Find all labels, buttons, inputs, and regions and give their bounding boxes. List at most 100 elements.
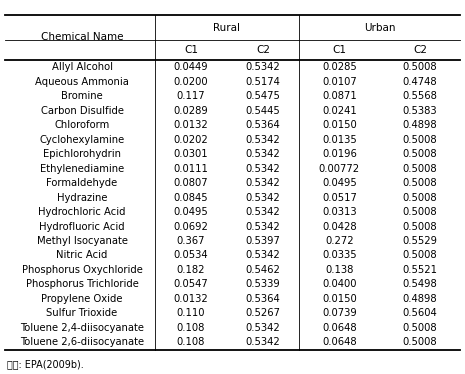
Text: 0.0150: 0.0150 bbox=[322, 294, 357, 304]
Text: 0.0111: 0.0111 bbox=[173, 163, 208, 174]
Text: 0.0196: 0.0196 bbox=[322, 149, 357, 159]
Text: Phosphorus Oxychloride: Phosphorus Oxychloride bbox=[22, 265, 142, 275]
Text: 0.5008: 0.5008 bbox=[403, 178, 437, 188]
Text: 0.0200: 0.0200 bbox=[173, 77, 208, 86]
Text: 0.5342: 0.5342 bbox=[246, 178, 280, 188]
Text: 0.5008: 0.5008 bbox=[403, 207, 437, 217]
Text: C2: C2 bbox=[413, 45, 427, 55]
Text: 0.0648: 0.0648 bbox=[322, 337, 357, 347]
Text: 0.117: 0.117 bbox=[177, 91, 205, 101]
Text: Cyclohexylamine: Cyclohexylamine bbox=[40, 135, 125, 144]
Text: 0.5008: 0.5008 bbox=[403, 135, 437, 144]
Text: 0.5008: 0.5008 bbox=[403, 163, 437, 174]
Text: 0.0335: 0.0335 bbox=[322, 251, 357, 260]
Text: 0.5342: 0.5342 bbox=[246, 323, 280, 333]
Text: 0.5342: 0.5342 bbox=[246, 207, 280, 217]
Text: 0.5342: 0.5342 bbox=[246, 193, 280, 202]
Text: 0.5174: 0.5174 bbox=[246, 77, 280, 86]
Text: 0.5397: 0.5397 bbox=[246, 236, 280, 246]
Text: Chemical Name: Chemical Name bbox=[41, 33, 123, 42]
Text: 0.4898: 0.4898 bbox=[403, 294, 437, 304]
Text: 0.0495: 0.0495 bbox=[322, 178, 357, 188]
Text: 0.5498: 0.5498 bbox=[403, 279, 438, 289]
Text: 0.138: 0.138 bbox=[325, 265, 353, 275]
Text: 0.5604: 0.5604 bbox=[403, 309, 438, 318]
Text: 0.0107: 0.0107 bbox=[322, 77, 357, 86]
Text: 0.0449: 0.0449 bbox=[173, 62, 208, 72]
Text: Ethylenediamine: Ethylenediamine bbox=[40, 163, 124, 174]
Text: Allyl Alcohol: Allyl Alcohol bbox=[52, 62, 113, 72]
Text: Hydrofluoric Acid: Hydrofluoric Acid bbox=[39, 221, 125, 232]
Text: 0.0400: 0.0400 bbox=[322, 279, 357, 289]
Text: 0.0807: 0.0807 bbox=[173, 178, 208, 188]
Text: Rural: Rural bbox=[213, 23, 240, 33]
Text: 0.0495: 0.0495 bbox=[173, 207, 208, 217]
Text: Nitric Acid: Nitric Acid bbox=[56, 251, 108, 260]
Text: C2: C2 bbox=[256, 45, 270, 55]
Text: 0.0135: 0.0135 bbox=[322, 135, 357, 144]
Text: 0.0428: 0.0428 bbox=[322, 221, 357, 232]
Text: 0.0517: 0.0517 bbox=[322, 193, 357, 202]
Text: 0.5008: 0.5008 bbox=[403, 149, 437, 159]
Text: 0.5364: 0.5364 bbox=[246, 120, 280, 130]
Text: C1: C1 bbox=[184, 45, 198, 55]
Text: 0.0871: 0.0871 bbox=[322, 91, 357, 101]
Text: Bromine: Bromine bbox=[61, 91, 103, 101]
Text: 0.5462: 0.5462 bbox=[246, 265, 280, 275]
Text: 0.5008: 0.5008 bbox=[403, 62, 437, 72]
Text: Carbon Disulfide: Carbon Disulfide bbox=[40, 105, 124, 116]
Text: 0.0692: 0.0692 bbox=[173, 221, 208, 232]
Text: 0.0301: 0.0301 bbox=[173, 149, 208, 159]
Text: 0.0534: 0.0534 bbox=[173, 251, 208, 260]
Text: 0.0285: 0.0285 bbox=[322, 62, 357, 72]
Text: 0.110: 0.110 bbox=[177, 309, 205, 318]
Text: 0.5342: 0.5342 bbox=[246, 251, 280, 260]
Text: Propylene Oxide: Propylene Oxide bbox=[41, 294, 123, 304]
Text: 0.0313: 0.0313 bbox=[322, 207, 357, 217]
Text: 0.5521: 0.5521 bbox=[403, 265, 438, 275]
Text: 0.0150: 0.0150 bbox=[322, 120, 357, 130]
Text: Formaldehyde: Formaldehyde bbox=[46, 178, 118, 188]
Text: 0.367: 0.367 bbox=[177, 236, 205, 246]
Text: 0.5008: 0.5008 bbox=[403, 251, 437, 260]
Text: Hydrazine: Hydrazine bbox=[57, 193, 107, 202]
Text: 0.5342: 0.5342 bbox=[246, 163, 280, 174]
Text: Toluene 2,6-diisocyanate: Toluene 2,6-diisocyanate bbox=[20, 337, 144, 347]
Text: 0.0739: 0.0739 bbox=[322, 309, 357, 318]
Text: 0.108: 0.108 bbox=[177, 323, 205, 333]
Text: Aqueous Ammonia: Aqueous Ammonia bbox=[35, 77, 129, 86]
Text: 0.5383: 0.5383 bbox=[403, 105, 437, 116]
Text: 0.5267: 0.5267 bbox=[246, 309, 280, 318]
Text: 0.00772: 0.00772 bbox=[319, 163, 360, 174]
Text: Hydrochloric Acid: Hydrochloric Acid bbox=[38, 207, 126, 217]
Text: 0.0202: 0.0202 bbox=[173, 135, 208, 144]
Text: 0.0547: 0.0547 bbox=[173, 279, 208, 289]
Text: Chloroform: Chloroform bbox=[54, 120, 110, 130]
Text: 0.5339: 0.5339 bbox=[246, 279, 280, 289]
Text: 0.5342: 0.5342 bbox=[246, 221, 280, 232]
Text: 0.182: 0.182 bbox=[177, 265, 205, 275]
Text: 0.0845: 0.0845 bbox=[173, 193, 208, 202]
Text: Phosphorus Trichloride: Phosphorus Trichloride bbox=[26, 279, 139, 289]
Text: C1: C1 bbox=[332, 45, 346, 55]
Text: 0.108: 0.108 bbox=[177, 337, 205, 347]
Text: 0.5342: 0.5342 bbox=[246, 135, 280, 144]
Text: 0.5364: 0.5364 bbox=[246, 294, 280, 304]
Text: 0.5342: 0.5342 bbox=[246, 337, 280, 347]
Text: 0.0289: 0.0289 bbox=[173, 105, 208, 116]
Text: 자료: EPA(2009b).: 자료: EPA(2009b). bbox=[7, 359, 84, 369]
Text: Sulfur Trioxide: Sulfur Trioxide bbox=[46, 309, 118, 318]
Text: Toluene 2,4-diisocyanate: Toluene 2,4-diisocyanate bbox=[20, 323, 144, 333]
Text: 0.0241: 0.0241 bbox=[322, 105, 357, 116]
Text: 0.5008: 0.5008 bbox=[403, 193, 437, 202]
Text: 0.4898: 0.4898 bbox=[403, 120, 437, 130]
Text: 0.4748: 0.4748 bbox=[403, 77, 437, 86]
Text: 0.5529: 0.5529 bbox=[403, 236, 438, 246]
Text: 0.5342: 0.5342 bbox=[246, 62, 280, 72]
Text: 0.5008: 0.5008 bbox=[403, 323, 437, 333]
Text: 0.5008: 0.5008 bbox=[403, 221, 437, 232]
Text: Methyl Isocyanate: Methyl Isocyanate bbox=[37, 236, 127, 246]
Text: 0.5342: 0.5342 bbox=[246, 149, 280, 159]
Text: 0.272: 0.272 bbox=[325, 236, 354, 246]
Text: Urban: Urban bbox=[364, 23, 395, 33]
